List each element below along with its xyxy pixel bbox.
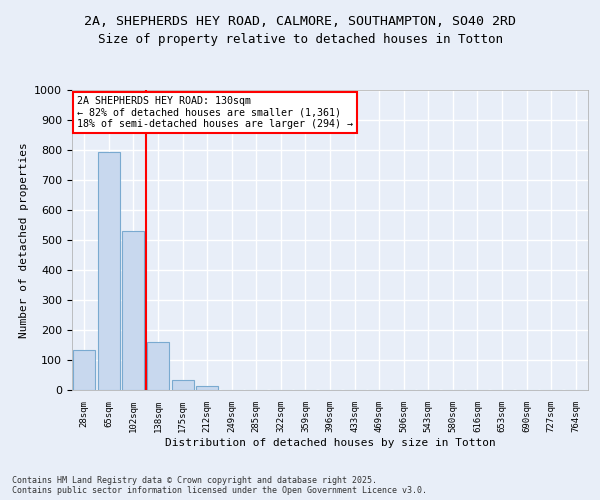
Y-axis label: Number of detached properties: Number of detached properties: [19, 142, 29, 338]
Bar: [147, 342, 169, 390]
Bar: [172, 380, 194, 390]
Bar: [98, 152, 120, 390]
Text: Contains HM Land Registry data © Crown copyright and database right 2025.
Contai: Contains HM Land Registry data © Crown c…: [12, 476, 427, 495]
Text: 2A SHEPHERDS HEY ROAD: 130sqm
← 82% of detached houses are smaller (1,361)
18% o: 2A SHEPHERDS HEY ROAD: 130sqm ← 82% of d…: [77, 96, 353, 129]
Bar: [196, 386, 218, 390]
X-axis label: Distribution of detached houses by size in Totton: Distribution of detached houses by size …: [164, 438, 496, 448]
Bar: [73, 350, 95, 390]
Bar: [122, 231, 145, 390]
Text: Size of property relative to detached houses in Totton: Size of property relative to detached ho…: [97, 32, 503, 46]
Text: 2A, SHEPHERDS HEY ROAD, CALMORE, SOUTHAMPTON, SO40 2RD: 2A, SHEPHERDS HEY ROAD, CALMORE, SOUTHAM…: [84, 15, 516, 28]
